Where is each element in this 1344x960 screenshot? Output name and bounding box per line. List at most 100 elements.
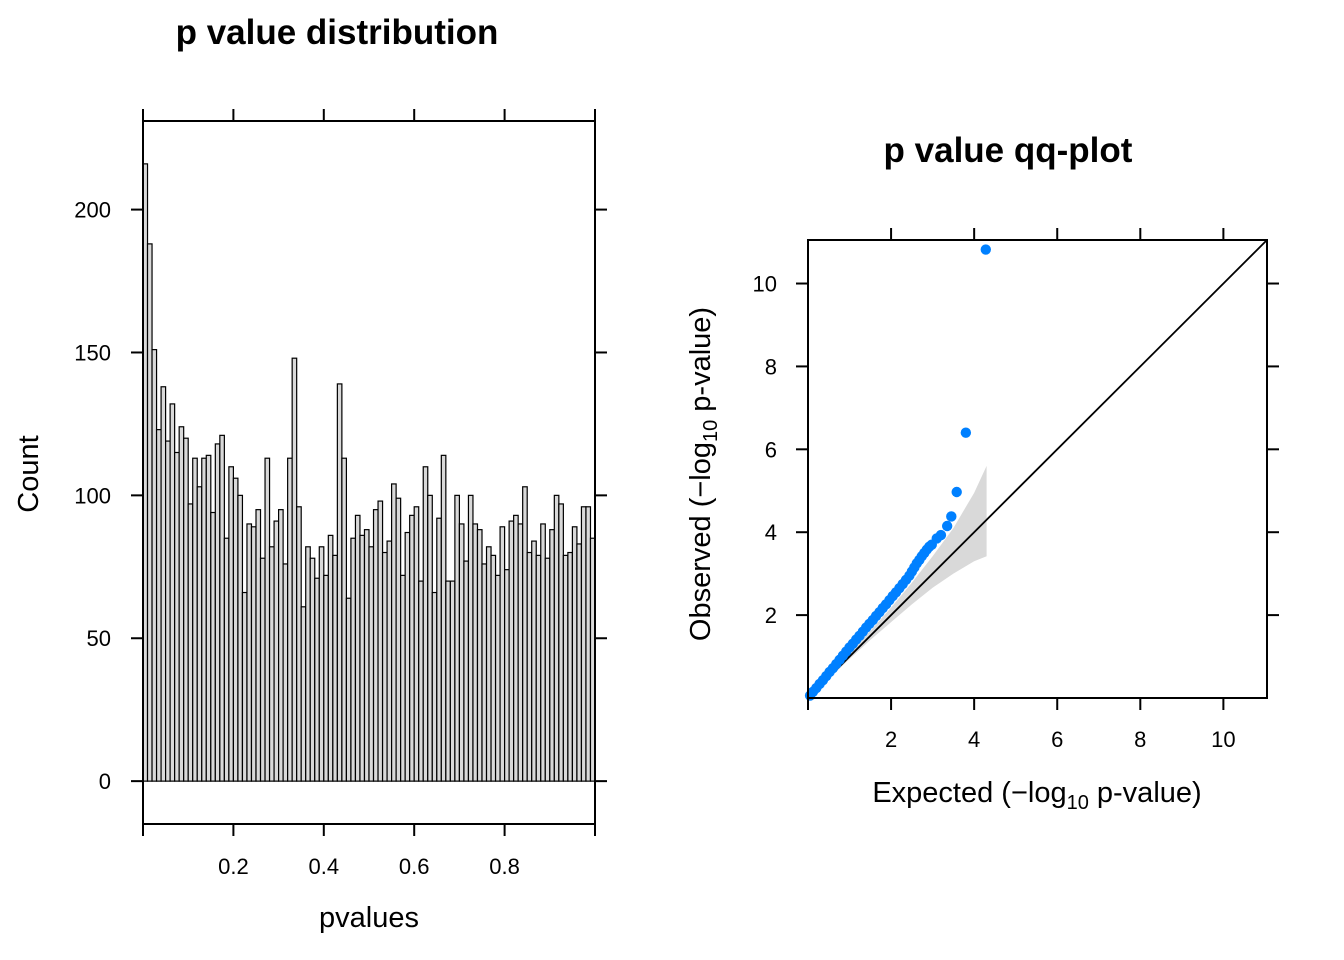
- histogram-bar: [413, 506, 420, 782]
- histogram-bar: [259, 557, 266, 782]
- histogram-bar: [196, 486, 203, 782]
- histogram-bar: [544, 557, 551, 782]
- histogram-bar: [278, 509, 284, 782]
- qq-title: p value qq-plot: [884, 131, 1133, 170]
- histogram-bar: [291, 357, 298, 782]
- histogram-ytick-label: 0: [99, 769, 111, 794]
- qq-ylabel-subscript: 10: [700, 420, 722, 442]
- qq-ylabel: Observed (−log10 p-value): [685, 307, 722, 641]
- histogram-bar: [418, 580, 424, 782]
- histogram-bar: [377, 500, 384, 782]
- histogram-bar: [363, 529, 370, 782]
- histogram-bars: [142, 163, 596, 782]
- qq-xtick-label: 6: [1051, 727, 1063, 752]
- qq-point: [960, 427, 972, 438]
- histogram-bar: [223, 537, 230, 782]
- histogram-bar: [282, 563, 289, 782]
- histogram-bar: [169, 403, 176, 782]
- histogram-panel: p value distribution 0.2 0.4 0.6 0.8 0 50 100 1…: [13, 13, 607, 934]
- histogram-bar: [237, 494, 244, 782]
- histogram-frame: [142, 120, 596, 825]
- histogram-bar: [422, 466, 429, 782]
- histogram-bar: [336, 383, 343, 782]
- histogram-bar: [391, 483, 397, 782]
- histogram-bar: [449, 580, 456, 782]
- qq-point: [935, 529, 947, 541]
- histogram-bar: [472, 523, 479, 782]
- histogram-bar: [467, 494, 474, 782]
- histogram-xtick-label: 0.2: [218, 854, 249, 879]
- histogram-bar: [354, 514, 361, 782]
- histogram-bar: [476, 529, 483, 782]
- histogram-bar: [160, 386, 167, 782]
- histogram-bar: [232, 477, 239, 782]
- histogram-xlabel: pvalues: [319, 902, 419, 934]
- histogram-bar: [255, 509, 262, 782]
- histogram-bar: [395, 497, 402, 782]
- histogram-bar: [309, 557, 316, 782]
- qq-frame: [807, 239, 1268, 699]
- histogram-bar: [526, 551, 533, 782]
- histogram-bar: [273, 520, 280, 782]
- histogram-bar: [305, 546, 311, 782]
- histogram-bar: [205, 454, 212, 782]
- histogram-bar: [562, 554, 569, 782]
- histogram-bar: [454, 494, 461, 782]
- histogram-bar: [576, 543, 583, 782]
- histogram-bar: [228, 466, 235, 782]
- histogram-bar: [300, 606, 307, 782]
- histogram-bar: [250, 526, 257, 782]
- histogram-bar: [485, 546, 492, 782]
- histogram-bar: [241, 591, 248, 782]
- histogram-bar: [558, 503, 564, 782]
- histogram-bar: [296, 506, 302, 782]
- qq-point: [946, 511, 957, 522]
- histogram-bar: [481, 563, 488, 782]
- histogram-bar: [494, 574, 501, 782]
- histogram-bar: [458, 523, 465, 782]
- histogram-ytick-label: 100: [74, 483, 111, 508]
- histogram-bar: [165, 440, 171, 782]
- histogram-bar: [332, 554, 338, 782]
- qq-point: [951, 486, 962, 498]
- histogram-bar: [517, 523, 524, 782]
- qq-xlabel: Expected (−log10 p-value): [872, 777, 1201, 814]
- histogram-bar: [314, 577, 320, 782]
- histogram-bar: [431, 591, 438, 782]
- qq-reference-line: [807, 239, 1268, 699]
- histogram-bar: [553, 494, 560, 782]
- histogram-bar: [146, 243, 153, 782]
- histogram-bar: [567, 551, 574, 782]
- qq-ytick-label: 8: [765, 354, 777, 379]
- histogram-title: p value distribution: [176, 13, 499, 52]
- qq-ticks: 2 4 6 8 10 2 4 6 8 10: [753, 228, 1279, 752]
- histogram-bar: [445, 580, 451, 782]
- histogram-bar: [264, 457, 271, 782]
- histogram-bar: [151, 349, 158, 782]
- histogram-bar: [404, 531, 411, 782]
- qq-points: [804, 244, 991, 701]
- histogram-bar: [585, 506, 592, 782]
- qq-xlabel-suffix: p-value): [1089, 777, 1202, 809]
- histogram-bar: [201, 457, 207, 782]
- qq-point: [941, 520, 953, 532]
- histogram-bar: [463, 560, 470, 782]
- histogram-bar: [522, 486, 528, 782]
- histogram-bar: [192, 457, 198, 782]
- histogram-bar: [368, 546, 375, 782]
- histogram-ytick-label: 150: [74, 340, 111, 365]
- qq-xtick-label: 8: [1134, 727, 1146, 752]
- histogram-bar: [381, 551, 388, 782]
- qq-ytick-label: 10: [753, 272, 777, 297]
- histogram-bar: [535, 554, 542, 782]
- histogram-bar: [400, 574, 406, 782]
- histogram-bar: [219, 434, 225, 782]
- qq-xlabel-subscript: 10: [1067, 792, 1089, 814]
- qq-xlabel-prefix: Expected (−log: [872, 777, 1066, 809]
- histogram-bar: [214, 443, 221, 782]
- qq-xtick-label: 4: [968, 727, 980, 752]
- qq-ytick-label: 6: [765, 437, 777, 462]
- histogram-bar: [490, 554, 497, 782]
- histogram-bar: [187, 503, 194, 782]
